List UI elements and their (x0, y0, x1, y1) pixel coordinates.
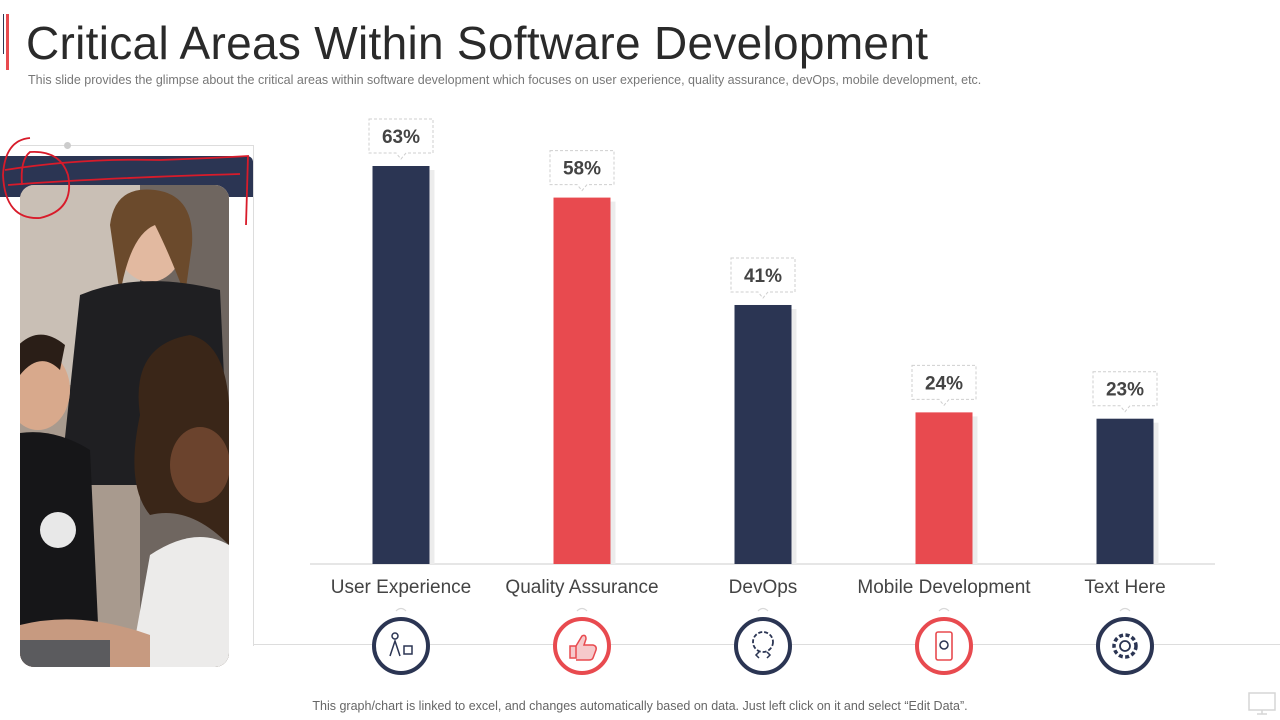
phone-outline (935, 631, 953, 661)
phone-gear (939, 640, 949, 650)
thumb-shape (569, 634, 597, 661)
bar-5 (1096, 418, 1154, 564)
bar-2 (553, 197, 611, 565)
ux-figure (389, 638, 413, 657)
data-label: 63% (382, 127, 420, 148)
bar-1 (372, 166, 430, 564)
category-label: Mobile Development (857, 577, 1031, 598)
bar-3 (734, 304, 792, 564)
category-label: Quality Assurance (505, 577, 658, 598)
signal-arc (757, 607, 769, 612)
data-label-callout: 58% (549, 150, 615, 192)
bar-4 (915, 412, 973, 564)
data-label: 23% (1106, 380, 1144, 401)
page-title: Critical Areas Within Software Developme… (26, 17, 929, 69)
gear-teeth (1112, 633, 1138, 659)
data-label-callout: 41% (730, 257, 796, 299)
gear-hub (1119, 640, 1131, 652)
category-label: User Experience (331, 577, 471, 598)
code-brackets (754, 651, 772, 659)
data-label: 41% (744, 266, 782, 287)
page-subtitle: This slide provides the glimpse about th… (28, 73, 982, 87)
devops-gear-code-icon (734, 617, 792, 675)
devops-gear (752, 631, 774, 653)
accent-line-red (6, 14, 9, 70)
photo-frame-border (20, 145, 254, 646)
ux-people-icon (372, 617, 430, 675)
data-label: 24% (925, 373, 963, 394)
monitor-icon (1248, 692, 1276, 715)
gear-icon (1096, 617, 1154, 675)
signal-arc (576, 607, 588, 612)
category-label: Text Here (1084, 577, 1165, 598)
pen-annotation-scribble (2, 137, 249, 226)
data-label-callout: 63% (368, 118, 434, 160)
team-photo (20, 185, 229, 667)
signal-arc (395, 607, 407, 612)
mobile-settings-icon (915, 617, 973, 675)
signal-arc (1119, 607, 1131, 612)
data-label: 58% (563, 159, 601, 180)
data-label-callout: 24% (911, 364, 977, 407)
footer-note: This graph/chart is linked to excel, and… (312, 699, 968, 713)
frame-dot (64, 142, 71, 149)
signal-arc (938, 607, 950, 612)
data-label-callout: 23% (1092, 371, 1158, 413)
category-label: DevOps (729, 577, 798, 598)
accent-line-navy (3, 14, 4, 54)
